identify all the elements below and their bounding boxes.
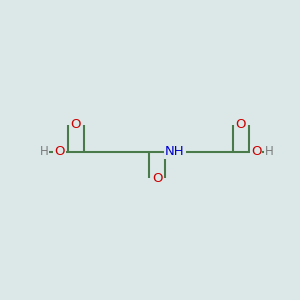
Text: O: O [152, 172, 163, 184]
Text: O: O [70, 118, 81, 131]
Text: H: H [40, 145, 48, 158]
Text: O: O [236, 118, 246, 131]
Text: NH: NH [165, 145, 184, 158]
Text: O: O [251, 145, 261, 158]
Text: H: H [265, 145, 273, 158]
Text: O: O [54, 145, 65, 158]
